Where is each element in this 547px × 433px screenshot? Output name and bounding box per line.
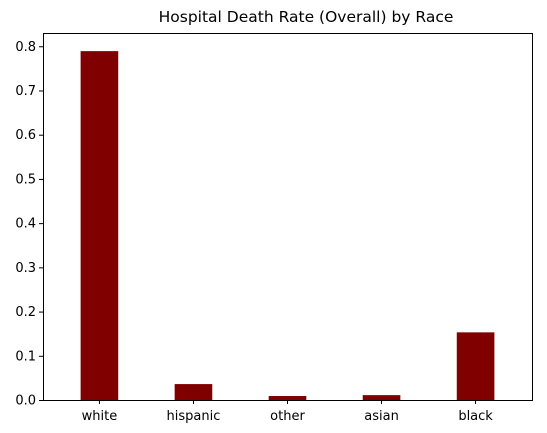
x-tick-label-white: white bbox=[82, 409, 118, 424]
y-tick-label: 0.7 bbox=[15, 84, 36, 99]
y-tick-label: 0.2 bbox=[15, 305, 36, 320]
y-tick-label: 0.3 bbox=[15, 261, 36, 276]
x-tick-label-asian: asian bbox=[364, 409, 399, 424]
bar-hispanic bbox=[174, 384, 213, 400]
bars-group bbox=[80, 51, 495, 401]
bar-asian bbox=[362, 395, 401, 400]
y-tick-label: 0.6 bbox=[15, 128, 36, 143]
y-tick-label: 0.0 bbox=[15, 394, 36, 409]
x-tick-label-other: other bbox=[270, 409, 305, 424]
y-tick-label: 0.4 bbox=[15, 217, 36, 232]
x-tick-label-black: black bbox=[458, 409, 493, 424]
y-tick-label: 0.5 bbox=[15, 172, 36, 187]
y-tick-label: 0.1 bbox=[15, 349, 36, 364]
plot-frame bbox=[43, 33, 533, 401]
y-axis: 0.0 0.1 0.2 0.3 0.4 0.5 0.6 0.7 0.8 bbox=[15, 40, 43, 409]
bar-white bbox=[80, 51, 119, 401]
x-tick-label-hispanic: hispanic bbox=[167, 409, 221, 424]
chart-title: Hospital Death Rate (Overall) by Race bbox=[159, 8, 454, 26]
x-axis: white hispanic other asian black bbox=[82, 400, 493, 424]
bar-other bbox=[268, 396, 307, 400]
bar-black bbox=[456, 332, 495, 400]
y-tick-label: 0.8 bbox=[15, 40, 36, 55]
